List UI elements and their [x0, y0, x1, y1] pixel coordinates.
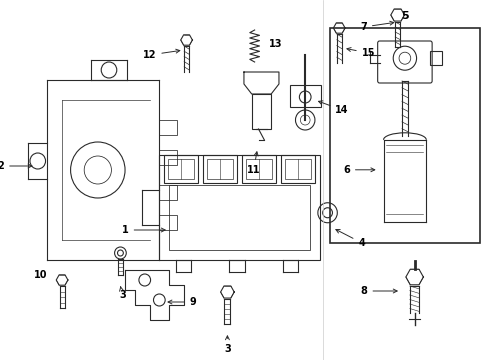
Text: 2: 2 [0, 161, 32, 171]
Bar [164, 155, 198, 183]
Text: 15: 15 [347, 48, 375, 58]
Bar [290, 85, 321, 107]
Text: 8: 8 [361, 286, 397, 296]
Bar [159, 185, 177, 200]
Bar [281, 155, 315, 183]
Text: 14: 14 [318, 101, 349, 115]
Bar [252, 94, 271, 129]
Bar [159, 155, 320, 260]
Bar [159, 120, 177, 135]
Text: 5: 5 [401, 11, 409, 21]
Bar [242, 155, 276, 183]
Text: 13: 13 [270, 39, 283, 49]
Text: 6: 6 [343, 165, 375, 175]
Bar [330, 28, 480, 243]
Text: 11: 11 [247, 152, 260, 175]
Text: 7: 7 [360, 21, 394, 32]
Text: 4: 4 [336, 230, 365, 248]
Text: 12: 12 [143, 49, 180, 60]
Text: 9: 9 [168, 297, 197, 307]
Bar [207, 159, 233, 179]
Text: 3: 3 [224, 336, 231, 354]
Bar [203, 155, 237, 183]
Bar [430, 51, 442, 65]
Text: 1: 1 [122, 225, 165, 235]
Bar [159, 150, 177, 165]
Bar [159, 215, 177, 230]
Text: 10: 10 [34, 270, 48, 280]
Bar [169, 185, 310, 250]
Bar [168, 159, 195, 179]
Bar [285, 159, 311, 179]
Bar [246, 159, 272, 179]
Text: 3: 3 [119, 287, 126, 300]
